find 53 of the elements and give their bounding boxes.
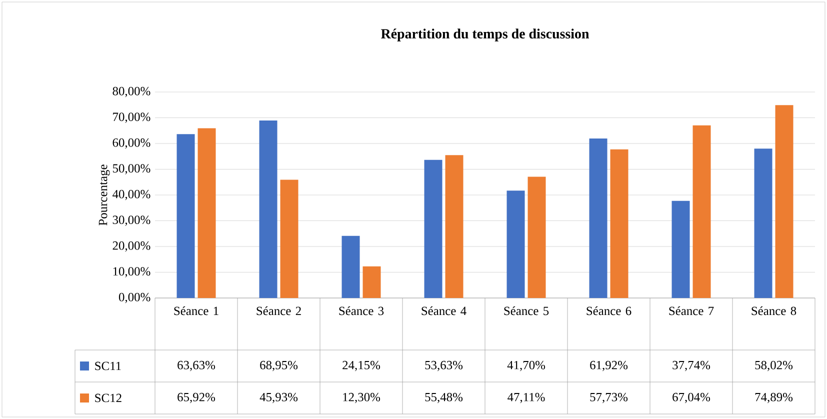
y-tick-label: 50,00% xyxy=(112,164,150,174)
bar xyxy=(754,148,772,298)
y-tick-label: 20,00% xyxy=(112,241,150,252)
y-tick-label: 30,00% xyxy=(112,216,150,226)
x-tick-label: Séance 6 xyxy=(586,306,632,316)
bar xyxy=(775,105,794,298)
y-tick-label: 0,00% xyxy=(118,292,150,304)
bar xyxy=(528,176,546,298)
bar xyxy=(198,128,216,298)
y-tick-label: 70,00% xyxy=(113,112,150,123)
bar xyxy=(610,149,628,298)
data-label: 63,63% xyxy=(178,360,216,372)
x-tick-label: Séance 8 xyxy=(752,306,796,316)
x-tick-label: Séance 4 xyxy=(422,306,466,316)
y-tick-label: 40,00% xyxy=(112,190,150,200)
legend-label: SC12 xyxy=(95,394,122,402)
data-label: 12,30% xyxy=(343,392,380,404)
data-label: 65,92% xyxy=(178,392,216,404)
bar xyxy=(672,200,690,298)
x-tick-label: Séance 2 xyxy=(256,306,301,316)
y-axis-title: Pourcentage xyxy=(98,164,110,226)
bar xyxy=(445,155,464,298)
data-label: 74,89% xyxy=(755,392,793,404)
x-tick-label: Séance 3 xyxy=(339,306,384,316)
data-label: 58,02% xyxy=(755,360,793,372)
y-tick-label: 60,00% xyxy=(112,138,150,149)
data-label: 67,04% xyxy=(672,392,710,404)
y-tick-label: 80,00% xyxy=(112,86,150,98)
data-label: 61,92% xyxy=(590,360,628,372)
bar xyxy=(424,160,442,298)
bar xyxy=(259,120,278,298)
data-label: 37,74% xyxy=(672,360,710,372)
bar xyxy=(176,134,195,298)
x-tick-label: Séance 1 xyxy=(174,306,218,316)
bar xyxy=(506,190,525,298)
data-label: 47,11% xyxy=(508,392,545,404)
y-tick-label: 10,00% xyxy=(113,267,150,278)
data-label: 53,63% xyxy=(425,360,463,372)
bar xyxy=(342,236,360,298)
bar xyxy=(280,180,298,298)
data-label: 57,73% xyxy=(590,392,628,404)
bar xyxy=(589,138,608,298)
legend-label: SC11 xyxy=(95,362,121,370)
chart-title: Répartition du temps de discussion xyxy=(381,28,590,42)
x-tick-label: Séance 7 xyxy=(669,306,714,316)
data-label: 24,15% xyxy=(342,360,380,372)
data-label: 68,95% xyxy=(260,360,298,372)
data-label: 41,70% xyxy=(507,360,546,372)
data-label: 55,48% xyxy=(425,392,463,404)
bar xyxy=(362,266,381,298)
bar xyxy=(692,125,711,298)
data-label: 45,93% xyxy=(260,392,298,404)
x-tick-label: Séance 5 xyxy=(504,306,549,316)
